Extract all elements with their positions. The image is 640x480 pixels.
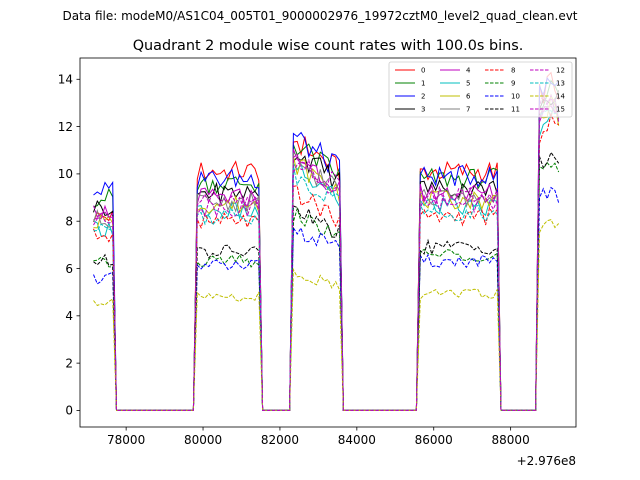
- x-tick-label: 88000: [492, 433, 530, 447]
- series-line-12: [93, 98, 560, 411]
- legend-label: 9: [511, 80, 515, 88]
- y-tick-label: 10: [58, 167, 73, 181]
- legend-label: 2: [421, 93, 425, 101]
- x-tick-label: 82000: [261, 433, 299, 447]
- legend-label: 13: [556, 80, 565, 88]
- y-tick-label: 8: [65, 215, 73, 229]
- y-tick-label: 14: [58, 73, 73, 87]
- legend-label: 8: [511, 67, 515, 75]
- x-tick-label: 80000: [184, 433, 222, 447]
- legend-label: 3: [421, 106, 425, 114]
- legend-label: 0: [421, 67, 425, 75]
- y-tick-label: 12: [58, 120, 73, 134]
- y-tick-label: 6: [65, 262, 73, 276]
- y-tick-label: 0: [65, 404, 73, 418]
- x-tick-label: 78000: [107, 433, 145, 447]
- series-line-13: [93, 109, 559, 411]
- legend-label: 11: [511, 106, 520, 114]
- chart-title: Quadrant 2 module wise count rates with …: [133, 38, 524, 54]
- legend-label: 1: [421, 80, 425, 88]
- legend-label: 14: [556, 93, 565, 101]
- series-line-14: [93, 218, 560, 411]
- axes-layer: 78000 80000 82000 84000 86000 880000246810121…: [58, 73, 530, 447]
- y-tick-label: 2: [65, 356, 73, 370]
- legend-label: 12: [556, 67, 565, 75]
- series-layer: [93, 71, 560, 411]
- legend-label: 15: [556, 106, 565, 114]
- series-line-15: [93, 92, 560, 411]
- legend-label: 5: [466, 80, 470, 88]
- legend-label: 10: [511, 93, 520, 101]
- x-offset-label: +2.976e8: [517, 454, 576, 468]
- legend-label: 4: [466, 67, 471, 75]
- y-tick-label: 4: [65, 309, 73, 323]
- legend-frame: [388, 61, 573, 118]
- x-tick-label: 86000: [415, 433, 453, 447]
- chart-suptitle: Data file: modeM0/AS1C04_005T01_90000029…: [62, 9, 577, 23]
- legend-label: 6: [466, 93, 471, 101]
- x-tick-label: 84000: [338, 433, 376, 447]
- plot-frame: [79, 57, 577, 428]
- legend-label: 7: [466, 106, 470, 114]
